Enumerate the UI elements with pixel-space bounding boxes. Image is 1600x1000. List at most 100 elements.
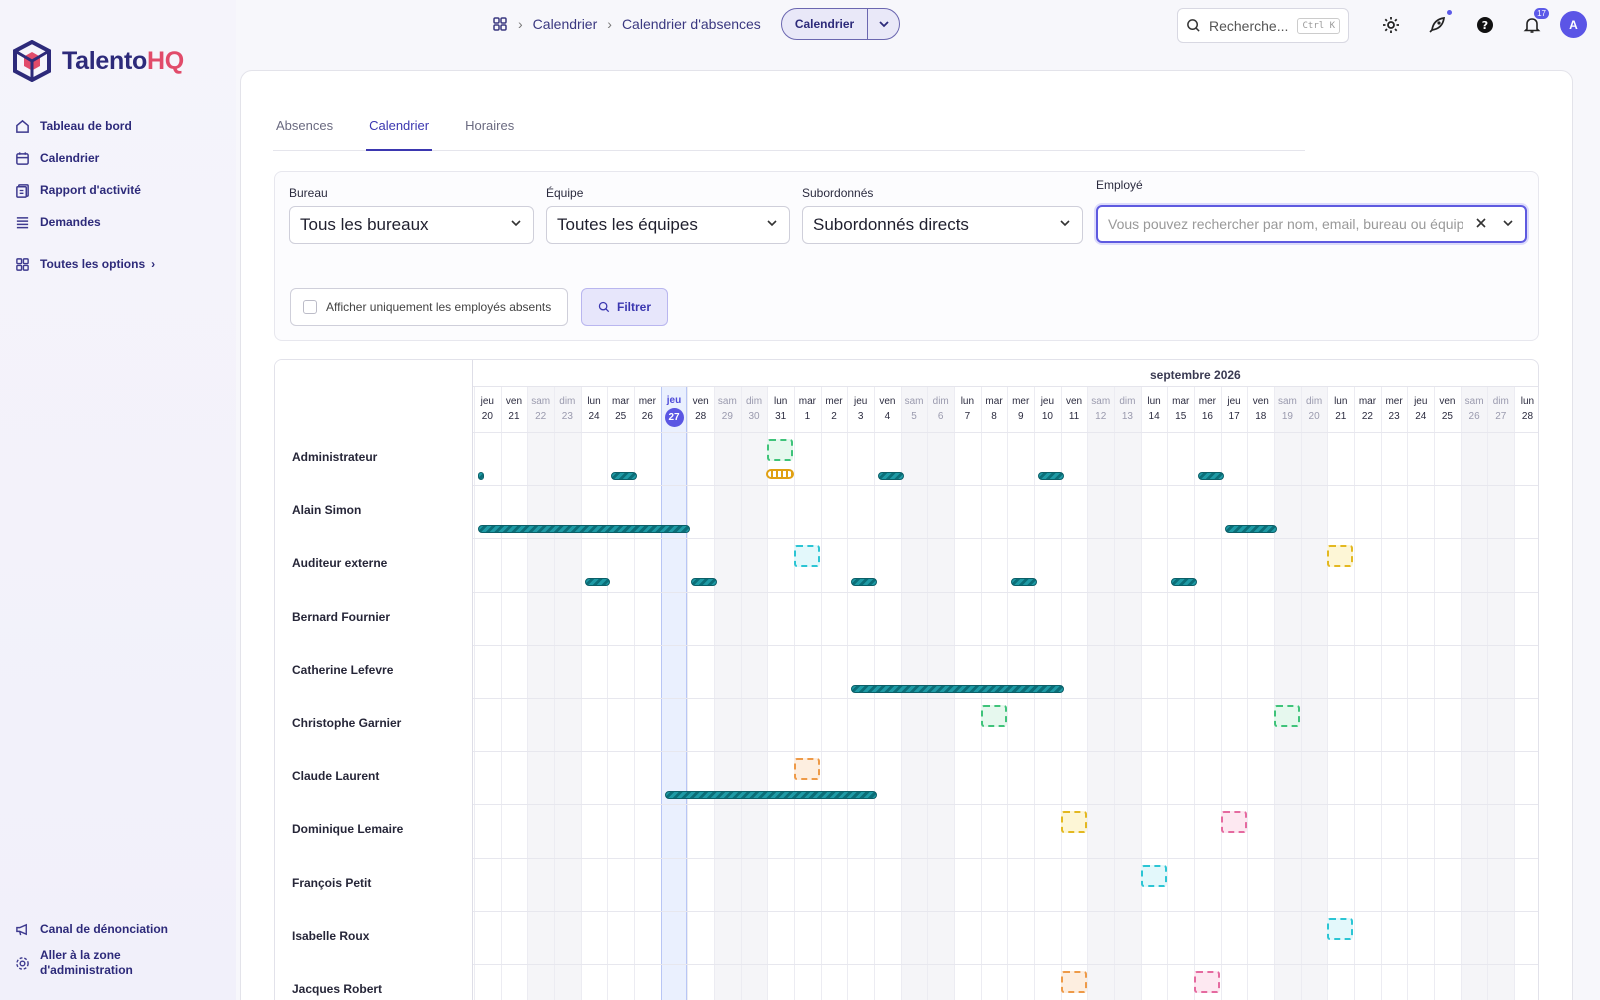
day-column (794, 387, 821, 1000)
day-header: jeu 3 (847, 394, 874, 424)
avatar[interactable]: A (1560, 11, 1587, 38)
rocket-icon[interactable] (1424, 10, 1452, 38)
absence-request-marker[interactable] (1220, 811, 1247, 834)
row-divider (275, 591, 1538, 593)
sidebar-item-whistleblower[interactable]: Canal de dénonciation (14, 914, 224, 944)
month-header: septembre 2026 (275, 360, 1538, 387)
bell-icon[interactable]: 17 (1519, 8, 1549, 38)
day-column (1114, 387, 1141, 1000)
sidebar-item-dashboard[interactable]: Tableau de bord (14, 110, 224, 142)
absence-request-marker[interactable] (980, 705, 1007, 727)
absence-request-marker[interactable] (1274, 705, 1301, 727)
day-number: 26 (641, 411, 653, 422)
clear-icon[interactable] (1475, 216, 1487, 232)
day-number: 27 (661, 408, 688, 427)
day-number: 20 (1308, 411, 1320, 422)
absence-request-marker[interactable] (767, 439, 794, 461)
day-number: 4 (884, 411, 891, 422)
office-select-value: Tous les bureaux (300, 215, 429, 234)
day-name: dim (559, 396, 576, 407)
global-search[interactable]: Recherche... Ctrl K (1177, 8, 1349, 43)
notification-count-badge: 17 (1534, 8, 1549, 19)
employee-name[interactable]: Dominique Lemaire (292, 822, 404, 837)
absence-bar[interactable] (851, 684, 1064, 693)
day-number: 25 (615, 411, 627, 422)
sidebar-item-all-options[interactable]: Toutes les options › (14, 248, 224, 280)
day-column (1380, 387, 1408, 1000)
employee-name[interactable]: Bernard Fournier (292, 609, 391, 624)
absence-bar[interactable] (1198, 472, 1224, 480)
employee-name[interactable]: Isabelle Roux (292, 928, 370, 943)
day-name: dim (1492, 396, 1509, 407)
day-header: lun 28 (1514, 394, 1538, 424)
sidebar-item-label: Toutes les options (40, 257, 146, 271)
search-icon (1186, 18, 1201, 33)
employee-name[interactable]: Christophe Garnier (292, 716, 402, 730)
chevron-down-icon[interactable] (867, 9, 899, 39)
absence-bar[interactable] (1224, 525, 1278, 534)
breadcrumb-item[interactable]: Calendrier (532, 16, 598, 32)
employee-name[interactable]: Claude Laurent (292, 769, 380, 784)
absence-request-marker[interactable] (1194, 971, 1221, 993)
absence-bar[interactable] (478, 525, 691, 534)
absent-only-checkbox[interactable] (303, 300, 317, 314)
absence-request-marker[interactable] (1060, 811, 1087, 834)
sidebar-item-report[interactable]: Rapport d'activité (14, 174, 224, 206)
calendar-icon (14, 150, 30, 166)
row-divider (275, 751, 1538, 753)
help-icon[interactable]: ? (1472, 12, 1498, 38)
absence-request-marker[interactable] (794, 758, 821, 781)
sidebar-item-admin-zone[interactable]: Aller à la zone d'administration (14, 944, 224, 982)
day-name: lun (960, 396, 975, 407)
absent-only-checkbox-row[interactable]: Afficher uniquement les employés absents (290, 288, 568, 326)
team-select[interactable]: Toutes les équipes (546, 206, 790, 244)
employee-name[interactable]: Catherine Lefevre (292, 662, 394, 677)
highlighted-absence-marker[interactable] (766, 469, 795, 479)
absence-request-marker[interactable] (794, 545, 821, 568)
employee-name[interactable]: Alain Simon (292, 503, 362, 518)
subordinates-select[interactable]: Subordonnés directs (802, 206, 1083, 244)
absence-bar[interactable] (1171, 578, 1198, 587)
absence-bar[interactable] (691, 578, 718, 587)
absence-bar[interactable] (1038, 472, 1064, 480)
absence-request-marker[interactable] (1327, 917, 1354, 940)
employee-name[interactable]: Jacques Robert (292, 982, 383, 996)
day-name: ven (1439, 396, 1456, 407)
day-name: sam (1464, 396, 1484, 407)
filter-panel: Bureau Tous les bureaux Équipe Toutes le… (274, 171, 1539, 341)
absence-bar[interactable] (851, 578, 878, 587)
sidebar-item-calendar[interactable]: Calendrier (14, 142, 224, 174)
tab-schedules[interactable]: Horaires (465, 118, 515, 133)
day-header: sam 26 (1461, 394, 1488, 424)
day-header: jeu 27 (661, 393, 688, 427)
absence-request-marker[interactable] (1060, 971, 1087, 993)
office-select[interactable]: Tous les bureaux (289, 206, 534, 244)
settings-gear-icon[interactable] (1378, 12, 1404, 38)
absence-request-marker[interactable] (1140, 864, 1167, 887)
absence-bar[interactable] (584, 578, 611, 587)
tab-calendar[interactable]: Calendrier (366, 111, 433, 151)
employee-name[interactable]: François Petit (292, 875, 372, 890)
absence-bar[interactable] (878, 472, 904, 480)
absence-bar[interactable] (478, 472, 484, 480)
absence-bar[interactable] (1011, 578, 1038, 587)
employee-search-input[interactable]: Vous pouvez rechercher par nom, email, b… (1096, 205, 1527, 243)
absence-bar[interactable] (611, 472, 637, 480)
employee-name[interactable]: Administrateur (292, 450, 378, 464)
apps-grid-icon[interactable] (492, 16, 508, 32)
brand-logo[interactable]: TalentoHQ (12, 40, 184, 82)
team-filter: Équipe Toutes les équipes (546, 186, 790, 244)
chevron-down-icon[interactable] (1501, 216, 1515, 233)
employee-name[interactable]: Auditeur externe (292, 556, 388, 571)
row-divider (275, 964, 1538, 965)
month-label: septembre 2026 (1150, 368, 1241, 382)
sidebar-item-requests[interactable]: Demandes (14, 206, 224, 238)
day-number: 5 (911, 411, 917, 422)
tab-absences[interactable]: Absences (276, 118, 334, 133)
filter-button[interactable]: Filtrer (581, 288, 668, 326)
sidebar-item-label: Rapport d'activité (40, 183, 141, 197)
absence-bar[interactable] (664, 791, 878, 800)
day-name: mer (825, 396, 843, 407)
absence-request-marker[interactable] (1327, 545, 1354, 568)
view-button[interactable]: Calendrier (794, 17, 855, 31)
